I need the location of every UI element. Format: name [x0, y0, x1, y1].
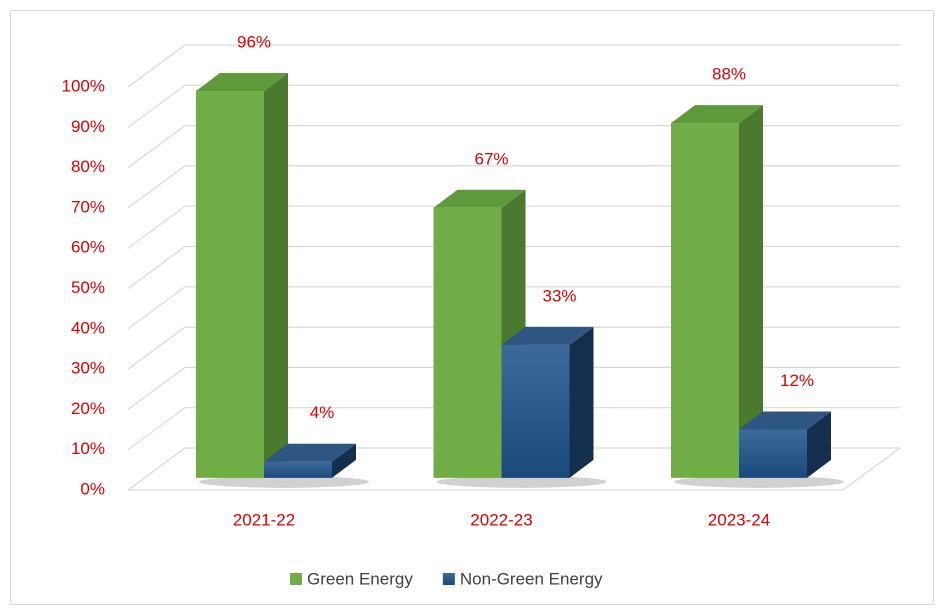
- y-tick-label: 100%: [62, 76, 105, 95]
- legend-swatch: [442, 573, 455, 585]
- y-tick-label: 20%: [71, 399, 105, 418]
- bar-side: [569, 326, 594, 478]
- bar-side: [332, 443, 356, 478]
- bar-shadow: [199, 475, 369, 488]
- bar-top: [501, 326, 594, 345]
- bar-front: [671, 123, 739, 478]
- bar-shadow: [436, 475, 607, 488]
- grid-line: [127, 245, 900, 289]
- bar-top: [671, 105, 763, 124]
- bar-top: [196, 72, 288, 91]
- grid-line: [127, 366, 900, 410]
- floor-edge: [128, 447, 901, 491]
- bar-top: [739, 411, 831, 430]
- value-label: 12%: [780, 371, 814, 390]
- legend: Green Energy Non-Green Energy: [290, 569, 603, 588]
- grid-line: [127, 84, 900, 128]
- value-label: 88%: [712, 65, 746, 84]
- value-label: 96%: [237, 32, 271, 51]
- bar-side: [807, 411, 831, 478]
- bar-top: [433, 189, 526, 208]
- bar-side: [739, 105, 763, 478]
- y-tick-label: 60%: [71, 238, 105, 257]
- grid-line: [127, 165, 900, 209]
- x-tick-label: 2021-22: [233, 510, 295, 529]
- value-label: 67%: [474, 149, 508, 168]
- bar-front: [433, 207, 502, 478]
- grid-line: [127, 205, 900, 249]
- bar-shadow: [674, 475, 844, 488]
- y-tick-label: 0%: [80, 479, 105, 498]
- grid-line: [127, 326, 900, 370]
- grid-line: [127, 286, 900, 330]
- grid-line: [127, 447, 900, 491]
- bar-side: [264, 72, 288, 478]
- bar-top: [264, 443, 356, 462]
- y-tick-label: 40%: [71, 318, 105, 337]
- grid-line: [127, 44, 900, 88]
- x-tick-label: 2023-24: [708, 510, 770, 529]
- bar-front: [264, 461, 332, 478]
- y-tick-label: 30%: [71, 359, 105, 378]
- legend-label: Green Energy: [307, 569, 413, 588]
- y-tick-label: 80%: [71, 157, 105, 176]
- value-label: 4%: [310, 403, 335, 422]
- value-label: 33%: [542, 286, 576, 305]
- y-tick-label: 50%: [71, 278, 105, 297]
- bar-front: [501, 344, 570, 478]
- legend-label: Non-Green Energy: [460, 569, 603, 588]
- bar-front: [196, 90, 264, 478]
- y-tick-label: 90%: [71, 117, 105, 136]
- grid-line: [127, 407, 900, 451]
- grid-line: [127, 124, 900, 169]
- x-tick-label: 2022-23: [470, 510, 532, 529]
- legend-swatch: [290, 573, 302, 585]
- y-tick-label: 70%: [71, 197, 105, 216]
- bar-front: [739, 429, 807, 478]
- y-tick-label: 10%: [71, 439, 105, 458]
